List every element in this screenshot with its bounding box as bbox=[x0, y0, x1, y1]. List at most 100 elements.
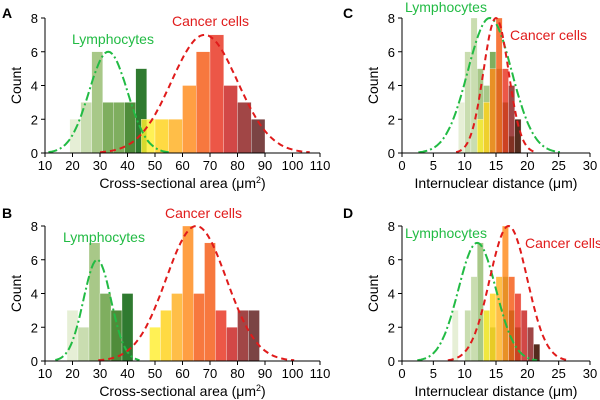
cancer-cells-label: Cancer cells bbox=[510, 27, 587, 43]
y-tick-label: 2 bbox=[388, 320, 395, 335]
histogram-bar bbox=[470, 276, 478, 362]
histogram-bar bbox=[149, 327, 161, 362]
histogram-bar bbox=[215, 310, 227, 362]
histogram-bar bbox=[451, 310, 459, 362]
x-tick-label: 60 bbox=[175, 366, 189, 381]
lymphocyte-fit-curve bbox=[418, 16, 561, 154]
cancer-bars bbox=[149, 225, 260, 362]
x-tick-label: 25 bbox=[551, 366, 565, 381]
x-tick-label: 5 bbox=[430, 158, 437, 173]
histogram-bar bbox=[483, 102, 490, 154]
histogram-bar bbox=[113, 102, 125, 154]
y-axis-title: Count bbox=[8, 275, 24, 312]
y-tick-label: 0 bbox=[31, 146, 38, 161]
panel-label: B bbox=[2, 205, 12, 221]
y-tick-label: 8 bbox=[31, 11, 38, 26]
histogram-bar bbox=[160, 310, 172, 362]
y-tick-label: 6 bbox=[388, 253, 395, 268]
y-tick-label: 2 bbox=[31, 112, 38, 127]
x-tick-label: 20 bbox=[65, 366, 79, 381]
histogram-bar bbox=[193, 293, 205, 362]
cancer-bars bbox=[141, 34, 266, 154]
x-tick-label: 0 bbox=[398, 366, 405, 381]
y-tick-label: 8 bbox=[31, 219, 38, 234]
histogram-bar bbox=[483, 310, 490, 362]
histogram-bar bbox=[251, 119, 266, 154]
x-tick-label: 25 bbox=[551, 158, 565, 173]
y-tick-label: 4 bbox=[31, 79, 38, 94]
lymphocytes-label: Lymphocytes bbox=[405, 0, 487, 15]
x-tick-label: 70 bbox=[203, 366, 217, 381]
x-tick-label: 80 bbox=[230, 158, 244, 173]
cancer-fit-curve bbox=[447, 224, 570, 362]
y-tick-label: 8 bbox=[388, 11, 395, 26]
x-tick-label: 40 bbox=[120, 366, 134, 381]
x-tick-label: 5 bbox=[430, 366, 437, 381]
panel-d: 0 5 10 15 20 25 30 0 2 4 6 8 Internuclear distance (… bbox=[343, 205, 600, 399]
y-tick-label: 6 bbox=[31, 253, 38, 268]
lymphocyte-bars bbox=[69, 51, 147, 154]
histogram-bar bbox=[489, 293, 497, 362]
y-axis-title: Count bbox=[365, 275, 381, 312]
lymphocytes-label: Lymphocytes bbox=[63, 229, 145, 245]
x-tick-label: 40 bbox=[120, 158, 134, 173]
histogram-bar bbox=[77, 327, 90, 362]
histogram-bar bbox=[464, 310, 472, 362]
histogram-bar bbox=[182, 85, 197, 154]
cancer-fit-curve bbox=[98, 224, 295, 362]
x-tick-label: 100 bbox=[282, 366, 304, 381]
x-tick-label: 50 bbox=[148, 366, 162, 381]
y-axis-title: Count bbox=[365, 67, 381, 104]
x-tick-label: 10 bbox=[38, 366, 52, 381]
lymphocyte-fit-curve bbox=[48, 50, 169, 154]
histogram-bar bbox=[477, 242, 484, 362]
lymphocytes-label: Lymphocytes bbox=[72, 31, 154, 47]
x-tick-label: 15 bbox=[489, 366, 503, 381]
x-tick-label: 20 bbox=[65, 158, 79, 173]
histogram-bar bbox=[66, 310, 79, 362]
cancer-cells-label: Cancer cells bbox=[165, 205, 242, 221]
panel-label: D bbox=[343, 205, 353, 221]
y-tick-label: 0 bbox=[31, 354, 38, 369]
x-tick-label: 90 bbox=[258, 158, 272, 173]
panel-label: A bbox=[2, 5, 12, 21]
panel-a: 10 20 30 40 50 60 70 80 90 100 110 0 2 4 6 8 Cross-secti… bbox=[2, 5, 330, 191]
histogram-bar bbox=[141, 119, 156, 154]
histogram-bar bbox=[458, 102, 465, 154]
x-tick-label: 30 bbox=[583, 366, 597, 381]
y-tick-label: 4 bbox=[31, 287, 38, 302]
y-tick-label: 6 bbox=[388, 45, 395, 60]
histogram-bar bbox=[196, 51, 211, 154]
histogram-bar bbox=[226, 327, 238, 362]
x-tick-label: 30 bbox=[93, 366, 107, 381]
x-tick-label: 110 bbox=[310, 366, 331, 381]
cancer-cells-label: Cancer cells bbox=[525, 235, 600, 251]
histogram-bar bbox=[533, 343, 541, 362]
cancer-cells-label: Cancer cells bbox=[172, 13, 249, 29]
histogram-bar bbox=[223, 85, 238, 154]
x-tick-label: 20 bbox=[520, 366, 534, 381]
histogram-bar bbox=[102, 102, 114, 154]
y-tick-label: 2 bbox=[388, 112, 395, 127]
y-tick-label: 4 bbox=[388, 287, 395, 302]
lymphocyte-fit-curve bbox=[55, 258, 140, 362]
panel-label: C bbox=[343, 5, 353, 21]
x-axis-title: Cross-sectional area (μm2) bbox=[99, 175, 265, 191]
x-tick-label: 110 bbox=[310, 158, 331, 173]
y-axis-title: Count bbox=[8, 67, 24, 104]
x-tick-label: 80 bbox=[230, 366, 244, 381]
histogram-bar bbox=[182, 225, 194, 362]
x-tick-label: 60 bbox=[175, 158, 189, 173]
x-tick-label: 10 bbox=[457, 158, 471, 173]
lymphocyte-fit-curve bbox=[417, 241, 538, 362]
y-tick-label: 0 bbox=[388, 146, 395, 161]
y-tick-label: 0 bbox=[388, 354, 395, 369]
histogram-bar bbox=[237, 102, 252, 154]
histogram-bar bbox=[168, 119, 183, 154]
y-tick-label: 4 bbox=[388, 79, 395, 94]
x-axis-title: Cross-sectional area (μm2) bbox=[99, 383, 265, 399]
lymphocytes-label: Lymphocytes bbox=[405, 225, 487, 241]
histogram-bar bbox=[204, 242, 216, 362]
y-tick-label: 6 bbox=[31, 45, 38, 60]
histogram-bar bbox=[527, 327, 534, 362]
